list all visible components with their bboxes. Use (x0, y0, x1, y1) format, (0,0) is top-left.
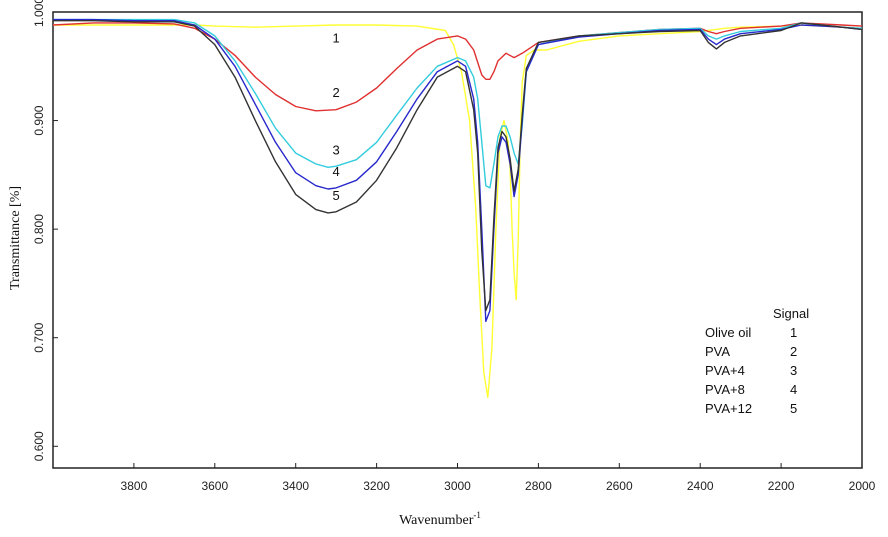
series-line-4 (53, 18, 863, 323)
legend-signal-1: 1 (790, 325, 797, 340)
y-axis-title: Transmittance [%] (8, 186, 23, 290)
series-group (52, 18, 863, 399)
x-tick-label: 2800 (525, 479, 552, 493)
signal-label-1: 1 (333, 31, 340, 46)
y-tick-label: 0.800 (32, 214, 46, 244)
x-tick-label: 3200 (363, 479, 390, 493)
signal-label-4: 4 (333, 164, 340, 179)
x-tick-label: 3400 (282, 479, 309, 493)
legend-signal-4: 4 (790, 382, 797, 397)
series-line-1 (53, 24, 863, 399)
y-tick-label: 1.000 (32, 0, 46, 27)
legend-name-5: PVA+12 (705, 401, 752, 416)
y-tick-label: 0.600 (32, 431, 46, 461)
legend-signal-2: 2 (790, 344, 797, 359)
signal-label-2: 2 (333, 85, 340, 100)
series-line-2 (52, 22, 863, 112)
y-tick-label: 0.700 (32, 322, 46, 352)
legend-name-4: PVA+8 (705, 382, 745, 397)
y-tick-label: 0.900 (32, 105, 46, 135)
x-axis-ticks: 3800 3600 3400 3200 3000 2800 2600 2400 2200 2000 (121, 463, 876, 493)
legend: Signal Olive oil 1 PVA 2 PVA+4 3 PVA+8 4… (705, 306, 809, 416)
legend-name-1: Olive oil (705, 325, 751, 340)
x-axis-title: Wavenumber-1 (399, 510, 481, 528)
signal-label-3: 3 (333, 142, 340, 157)
x-tick-label: 3800 (121, 479, 148, 493)
x-tick-label: 2600 (606, 479, 633, 493)
x-axis-title-main: Wavenumber (399, 513, 474, 528)
x-tick-label: 3600 (201, 479, 228, 493)
signal-label-5: 5 (333, 188, 340, 203)
signal-labels-group: 1 2 3 4 5 (333, 31, 340, 203)
series-line-5 (53, 20, 863, 312)
x-tick-label: 3000 (444, 479, 471, 493)
x-tick-label: 2200 (768, 479, 795, 493)
legend-name-3: PVA+4 (705, 363, 745, 378)
legend-name-2: PVA (705, 344, 730, 359)
x-tick-label: 2400 (687, 479, 714, 493)
legend-header: Signal (773, 306, 809, 321)
y-axis-ticks: 1.000 0.900 0.800 0.700 0.600 (32, 0, 58, 461)
x-tick-label: 2000 (849, 479, 876, 493)
plot-area (52, 11, 863, 469)
x-axis-title-superscript: -1 (473, 510, 481, 520)
legend-signal-5: 5 (790, 401, 797, 416)
legend-signal-3: 3 (790, 363, 797, 378)
series-line-3 (53, 18, 863, 189)
